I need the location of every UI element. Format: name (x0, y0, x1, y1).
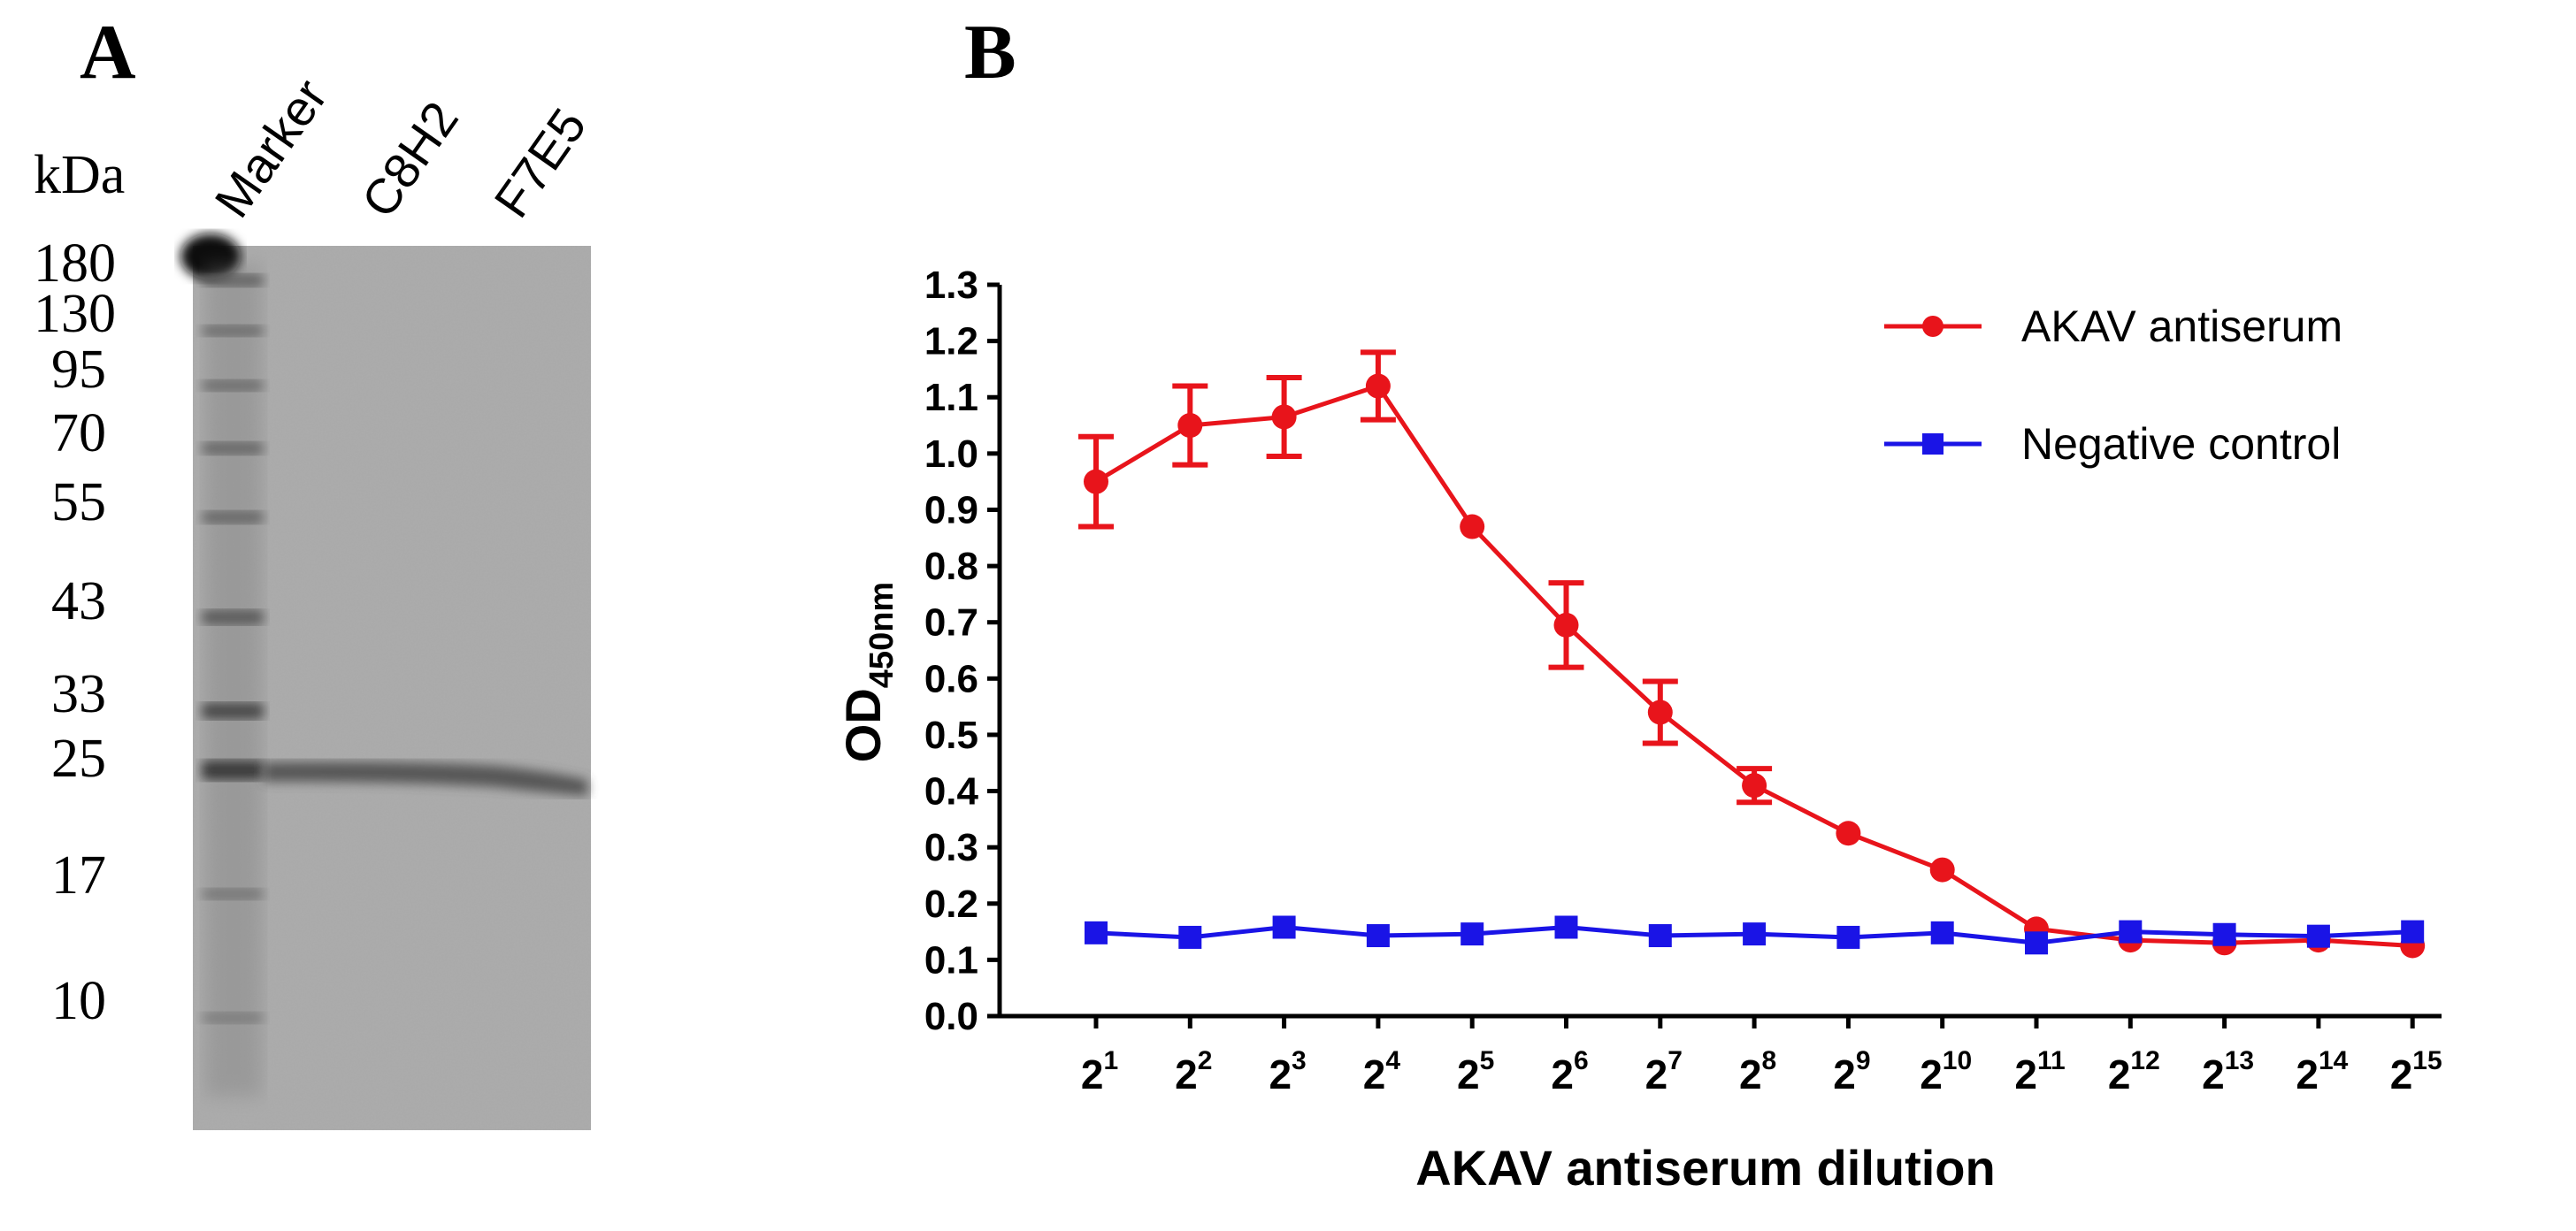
x-tick-label: 214 (2296, 1046, 2348, 1097)
data-point (1554, 915, 1578, 939)
y-axis-title: OD450nm (835, 582, 901, 762)
y-tick-label: 1.2 (924, 320, 978, 363)
y-tick-label: 0.9 (924, 488, 978, 531)
y-tick-label: 0.7 (924, 601, 978, 645)
data-point (1178, 925, 1202, 949)
y-tick-label: 1.1 (924, 376, 978, 419)
lane-label-f7e5: F7E5 (483, 98, 596, 227)
panel-b: B OD450nm AKAV antiserum dilution 0.0 0.1… (835, 10, 2442, 1196)
legend-label-negative: Negative control (2021, 419, 2341, 469)
lane-label-c8h2: C8H2 (350, 91, 469, 226)
y-tick-label: 1.3 (924, 264, 978, 307)
y-tick-label: 0.0 (924, 995, 978, 1038)
data-point (2212, 922, 2236, 946)
series-negative-control (1085, 915, 2425, 955)
series-line (1094, 383, 2413, 948)
data-point (1365, 373, 1391, 399)
blot-membrane (180, 233, 591, 1130)
data-point (1553, 612, 1579, 638)
data-point (1647, 700, 1673, 725)
x-tick-label: 25 (1457, 1046, 1494, 1097)
data-point (1460, 514, 1485, 539)
x-tick-label: 28 (1739, 1046, 1776, 1097)
y-tick-label: 0.8 (924, 545, 978, 588)
y-tick-label: 0.4 (924, 770, 979, 814)
data-point (1366, 924, 1390, 948)
mw-label-55: 55 (51, 472, 106, 532)
y-tick-label: 0.1 (924, 938, 978, 982)
mw-label-95: 95 (51, 340, 106, 400)
x-tick-label: 23 (1269, 1046, 1306, 1097)
y-tick-label: 0.5 (924, 714, 978, 757)
lane-label-marker: Marker (203, 69, 338, 227)
x-tick-label: 210 (1920, 1046, 1972, 1097)
legend-entry-akav-antiserum: AKAV antiserum (1884, 302, 2342, 351)
mw-label-180: 180 (34, 233, 116, 294)
data-point (2119, 920, 2143, 944)
data-point (1085, 921, 1108, 944)
data-point (1648, 924, 1672, 948)
mw-label-10: 10 (51, 971, 106, 1031)
panel-b-letter: B (964, 10, 1016, 96)
x-tick-label: 26 (1551, 1046, 1588, 1097)
mw-label-43: 43 (51, 571, 106, 631)
mw-label-33: 33 (51, 664, 106, 724)
data-point (2025, 931, 2048, 955)
x-tick-label: 22 (1175, 1046, 1212, 1097)
x-tick-label: 212 (2108, 1046, 2160, 1097)
data-point (1836, 821, 1861, 846)
marker-ladder (202, 274, 264, 1023)
legend-entry-negative-control: Negative control (1884, 419, 2341, 469)
data-point (1271, 404, 1297, 430)
legend-marker-akav (1922, 316, 1944, 337)
kda-unit-label: kDa (34, 145, 125, 205)
x-axis-title: AKAV antiserum dilution (1415, 1140, 1995, 1196)
data-point (2306, 924, 2330, 948)
x-tick-label: 27 (1645, 1046, 1683, 1097)
y-tick-label: 1.0 (924, 432, 978, 476)
data-point (1272, 915, 1296, 939)
target-band-25kda (264, 761, 587, 796)
mw-label-17: 17 (51, 845, 106, 906)
x-tick-label: 24 (1363, 1046, 1401, 1097)
legend-marker-negative (1922, 433, 1944, 455)
x-tick-label: 211 (2014, 1046, 2065, 1097)
mw-label-130: 130 (34, 284, 116, 344)
data-point (1929, 857, 1955, 883)
data-point (1084, 469, 1108, 494)
data-point (1177, 413, 1203, 439)
x-tick-label: 29 (1833, 1046, 1870, 1097)
legend: AKAV antiserum Negative control (1884, 302, 2342, 469)
y-tick-label: 0.6 (924, 657, 978, 700)
data-point (1930, 921, 1954, 944)
data-point (2401, 920, 2425, 944)
series-layer (1078, 349, 2426, 959)
mw-label-70: 70 (51, 403, 106, 463)
axes: 0.0 0.1 0.2 0.3 0.4 0.5 0.6 0.7 0.8 0.9 1.0 1.1 1.2 1… (924, 264, 2442, 1097)
y-tick-label: 0.3 (924, 826, 978, 869)
x-tick-label: 21 (1081, 1046, 1118, 1097)
panel-a: A kDa Marker C8H2 F7E5 180 130 95 70 55 … (34, 10, 597, 1130)
x-tick-label: 213 (2202, 1046, 2254, 1097)
data-point (1836, 925, 1860, 949)
data-point (1742, 773, 1767, 799)
mw-label-25: 25 (51, 729, 106, 789)
legend-label-akav: AKAV antiserum (2021, 302, 2342, 351)
x-tick-label: 215 (2390, 1046, 2442, 1097)
panel-a-letter: A (80, 10, 136, 96)
data-point (1743, 922, 1767, 946)
data-point (1460, 922, 1484, 946)
y-tick-label: 0.2 (924, 883, 978, 926)
